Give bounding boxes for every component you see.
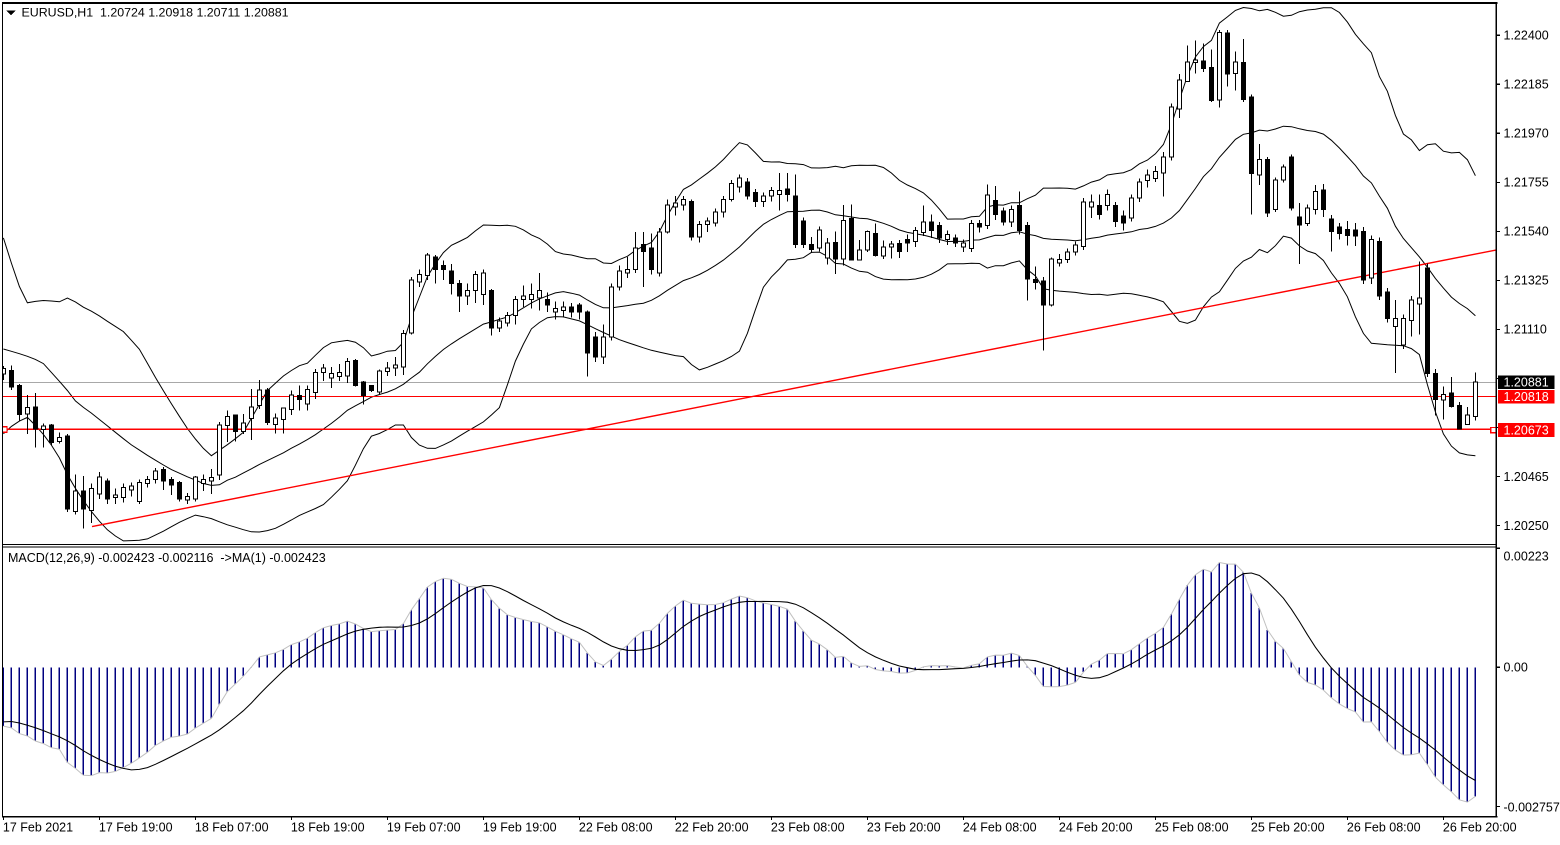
svg-text:1.21970: 1.21970 bbox=[1504, 127, 1549, 141]
svg-text:24 Feb 20:00: 24 Feb 20:00 bbox=[1059, 821, 1133, 835]
svg-text:19 Feb 07:00: 19 Feb 07:00 bbox=[387, 821, 461, 835]
svg-text:25 Feb 08:00: 25 Feb 08:00 bbox=[1155, 821, 1229, 835]
svg-text:18 Feb 07:00: 18 Feb 07:00 bbox=[195, 821, 269, 835]
svg-text:0.00: 0.00 bbox=[1504, 661, 1528, 675]
svg-text:1.21540: 1.21540 bbox=[1504, 225, 1549, 239]
svg-text:1.20673: 1.20673 bbox=[1504, 423, 1549, 437]
svg-text:1.20818: 1.20818 bbox=[1504, 390, 1549, 404]
svg-text:1.20250: 1.20250 bbox=[1504, 519, 1549, 533]
svg-text:19 Feb 19:00: 19 Feb 19:00 bbox=[483, 821, 557, 835]
svg-text:0.00223: 0.00223 bbox=[1504, 550, 1549, 564]
svg-text:26 Feb 08:00: 26 Feb 08:00 bbox=[1347, 821, 1421, 835]
svg-text:18 Feb 19:00: 18 Feb 19:00 bbox=[291, 821, 365, 835]
svg-text:1.20881: 1.20881 bbox=[1504, 376, 1549, 390]
svg-text:17 Feb 19:00: 17 Feb 19:00 bbox=[99, 821, 173, 835]
svg-text:26 Feb 20:00: 26 Feb 20:00 bbox=[1443, 821, 1517, 835]
svg-text:1.22185: 1.22185 bbox=[1504, 78, 1549, 92]
svg-text:1.22400: 1.22400 bbox=[1504, 29, 1549, 43]
svg-text:MACD(12,26,9) -0.002423 -0.002: MACD(12,26,9) -0.002423 -0.002116 ->MA(1… bbox=[8, 551, 326, 565]
svg-text:1.21755: 1.21755 bbox=[1504, 176, 1549, 190]
svg-text:-0.002757: -0.002757 bbox=[1504, 801, 1560, 815]
svg-text:24 Feb 08:00: 24 Feb 08:00 bbox=[963, 821, 1037, 835]
svg-text:22 Feb 08:00: 22 Feb 08:00 bbox=[579, 821, 653, 835]
svg-text:23 Feb 20:00: 23 Feb 20:00 bbox=[867, 821, 941, 835]
svg-text:1.21110: 1.21110 bbox=[1504, 323, 1547, 337]
svg-text:1.21325: 1.21325 bbox=[1504, 274, 1549, 288]
svg-text:22 Feb 20:00: 22 Feb 20:00 bbox=[675, 821, 749, 835]
svg-text:1.20465: 1.20465 bbox=[1504, 470, 1549, 484]
svg-text:23 Feb 08:00: 23 Feb 08:00 bbox=[771, 821, 845, 835]
svg-text:25 Feb 20:00: 25 Feb 20:00 bbox=[1251, 821, 1325, 835]
svg-text:EURUSD,H1 1.20724 1.20918 1.2: EURUSD,H1 1.20724 1.20918 1.20711 1.2088… bbox=[22, 6, 289, 20]
svg-text:17 Feb 2021: 17 Feb 2021 bbox=[3, 821, 73, 835]
